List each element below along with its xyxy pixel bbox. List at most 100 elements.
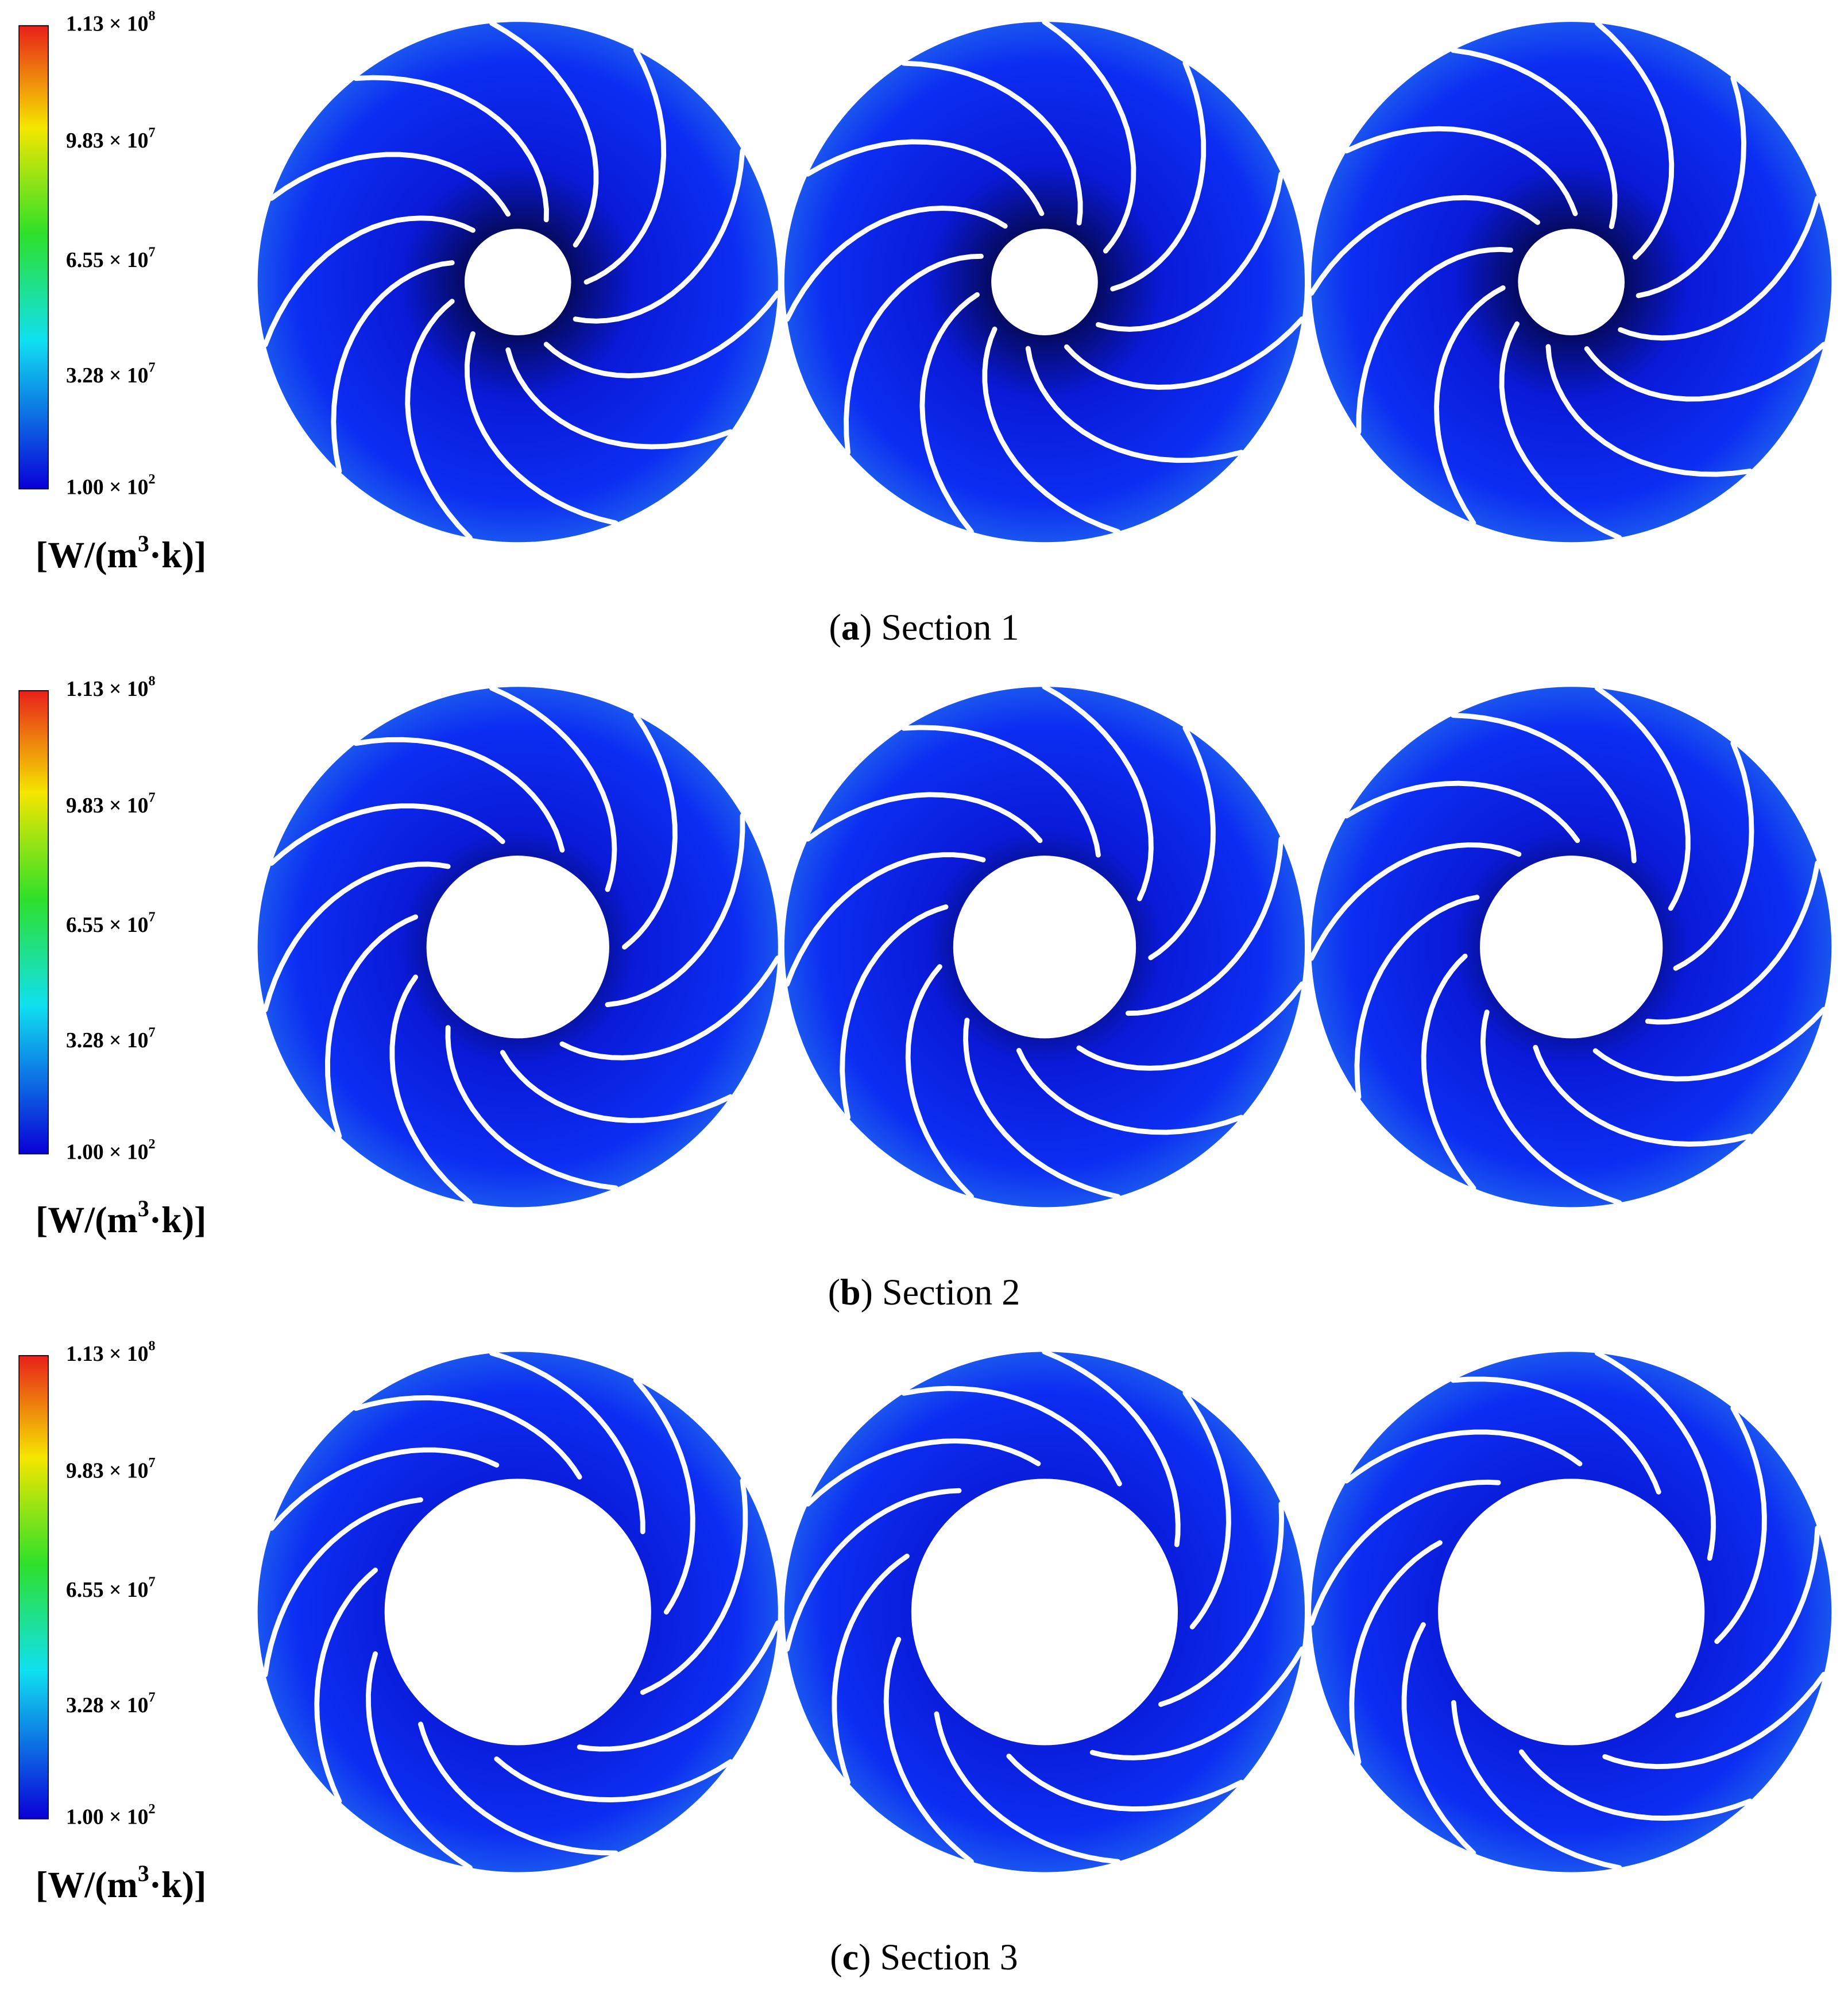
caption-paren: ( — [830, 1937, 842, 1977]
impeller-blade — [365, 1651, 473, 1871]
impeller-blade — [269, 1447, 500, 1531]
impeller-blade — [1518, 1749, 1753, 1821]
impeller-blade — [1618, 195, 1820, 341]
impeller-blade — [1309, 195, 1541, 296]
colorbar-tick-label: 1.13 × 108 — [66, 1338, 156, 1366]
colorbar-tick-label: 1.13 × 108 — [66, 8, 156, 36]
impeller-blade — [262, 861, 451, 1012]
tick-exponent: 7 — [148, 909, 155, 924]
caption-letter: b — [840, 1272, 861, 1313]
impeller-blade — [1148, 725, 1216, 961]
impeller-blade — [784, 852, 986, 987]
impeller-blade — [583, 47, 667, 285]
impeller-blade — [418, 1721, 618, 1856]
tick-exponent: 7 — [148, 1689, 155, 1705]
impeller-blade — [1349, 1540, 1443, 1765]
tick-mantissa: 1.13 × 10 — [66, 12, 148, 36]
impeller-blade — [1344, 1429, 1583, 1484]
tick-mantissa: 1.13 × 10 — [66, 677, 148, 701]
caption-paren: ( — [828, 1272, 840, 1313]
tick-mantissa: 1.00 × 10 — [66, 1805, 148, 1829]
impeller-blade — [1645, 860, 1820, 1025]
unit-exponent: 3 — [138, 1196, 149, 1221]
impeller-blade — [353, 737, 565, 853]
unit-text: ·k)] — [149, 535, 207, 575]
impeller-blade — [640, 1478, 748, 1695]
impeller-blade — [1675, 1525, 1820, 1718]
impeller-blade — [605, 813, 745, 1008]
impeller-hub — [991, 229, 1098, 336]
impeller-blade — [905, 964, 974, 1199]
impeller-blade — [844, 253, 984, 455]
tick-exponent: 2 — [148, 1801, 155, 1817]
impeller-blade — [1584, 342, 1827, 402]
caption: (c) Section 3 — [830, 1937, 1018, 1977]
tick-exponent: 7 — [148, 125, 155, 140]
colorbar-tick-label: 9.83 × 107 — [66, 125, 156, 153]
impeller-blade — [1714, 1406, 1767, 1644]
impeller-blade — [1602, 1671, 1827, 1770]
caption-text: Section 1 — [881, 607, 1019, 648]
impeller-blade — [314, 1568, 378, 1804]
impeller-hub — [1480, 856, 1663, 1039]
tick-mantissa: 3.28 × 10 — [66, 364, 148, 388]
impeller-blade — [805, 1438, 1041, 1507]
impeller-blade — [489, 686, 617, 892]
impeller-blade — [262, 215, 475, 347]
impeller-blade — [353, 1395, 582, 1480]
tick-exponent: 2 — [148, 471, 155, 487]
caption-paren: ) — [861, 1272, 882, 1313]
unit-exponent: 3 — [138, 531, 149, 556]
caption-paren: ( — [829, 607, 841, 648]
impeller-blade — [840, 904, 949, 1120]
tick-exponent: 2 — [148, 1136, 155, 1152]
impeller-hub — [953, 856, 1136, 1039]
impeller-blade — [505, 347, 733, 450]
impeller-blade — [1401, 1622, 1476, 1856]
impeller-blade — [1356, 246, 1513, 435]
impeller-hub — [911, 1479, 1178, 1746]
impeller-blade — [573, 148, 745, 324]
impeller-blade — [1594, 1350, 1716, 1561]
caption-letter: c — [842, 1937, 859, 1977]
impeller-blade — [1006, 1754, 1244, 1812]
impeller-blade — [1089, 1646, 1305, 1760]
caption-letter: a — [841, 607, 860, 648]
impeller-blade — [1344, 126, 1578, 216]
colorbar-tick-label: 3.28 × 107 — [66, 1024, 156, 1052]
tick-mantissa: 1.13 × 10 — [66, 1342, 148, 1366]
impeller-blade — [805, 139, 1045, 216]
impeller-blade — [982, 326, 1121, 535]
impeller-blade — [331, 260, 455, 474]
caption-text: Section 2 — [882, 1272, 1020, 1313]
colorbar-tick-label: 1.13 × 108 — [66, 673, 156, 701]
tick-mantissa: 1.00 × 10 — [66, 1140, 148, 1164]
tick-exponent: 8 — [148, 8, 155, 24]
colorbar — [18, 25, 49, 490]
impeller-blade — [1042, 684, 1154, 901]
colorbar-tick-label: 1.00 × 102 — [66, 1136, 156, 1164]
tick-mantissa: 9.83 × 10 — [66, 129, 148, 153]
impeller-blade — [353, 75, 549, 223]
impeller-blade — [832, 1553, 910, 1785]
impeller-blade — [577, 1620, 780, 1752]
caption-paren: ) — [859, 1937, 880, 1977]
impeller-blade — [1450, 48, 1618, 230]
impeller-blade — [1545, 344, 1753, 477]
impeller-blade — [489, 1350, 645, 1534]
tick-mantissa: 3.28 × 10 — [66, 1029, 148, 1052]
colorbar-unit: [W/(m3·k)] — [36, 1861, 207, 1905]
impeller-blade — [1076, 981, 1305, 1071]
tick-exponent: 8 — [148, 673, 155, 688]
tick-mantissa: 9.83 × 10 — [66, 1459, 148, 1483]
impeller-hub — [1518, 229, 1625, 336]
impeller-blade — [1450, 713, 1637, 864]
impeller-blade — [784, 206, 1008, 322]
colorbar-unit: [W/(m3·k)] — [36, 1196, 207, 1240]
impeller-blade — [1182, 1390, 1231, 1630]
impeller-blade — [1309, 842, 1522, 961]
unit-exponent: 3 — [138, 1861, 149, 1886]
impeller-blade — [919, 292, 980, 535]
